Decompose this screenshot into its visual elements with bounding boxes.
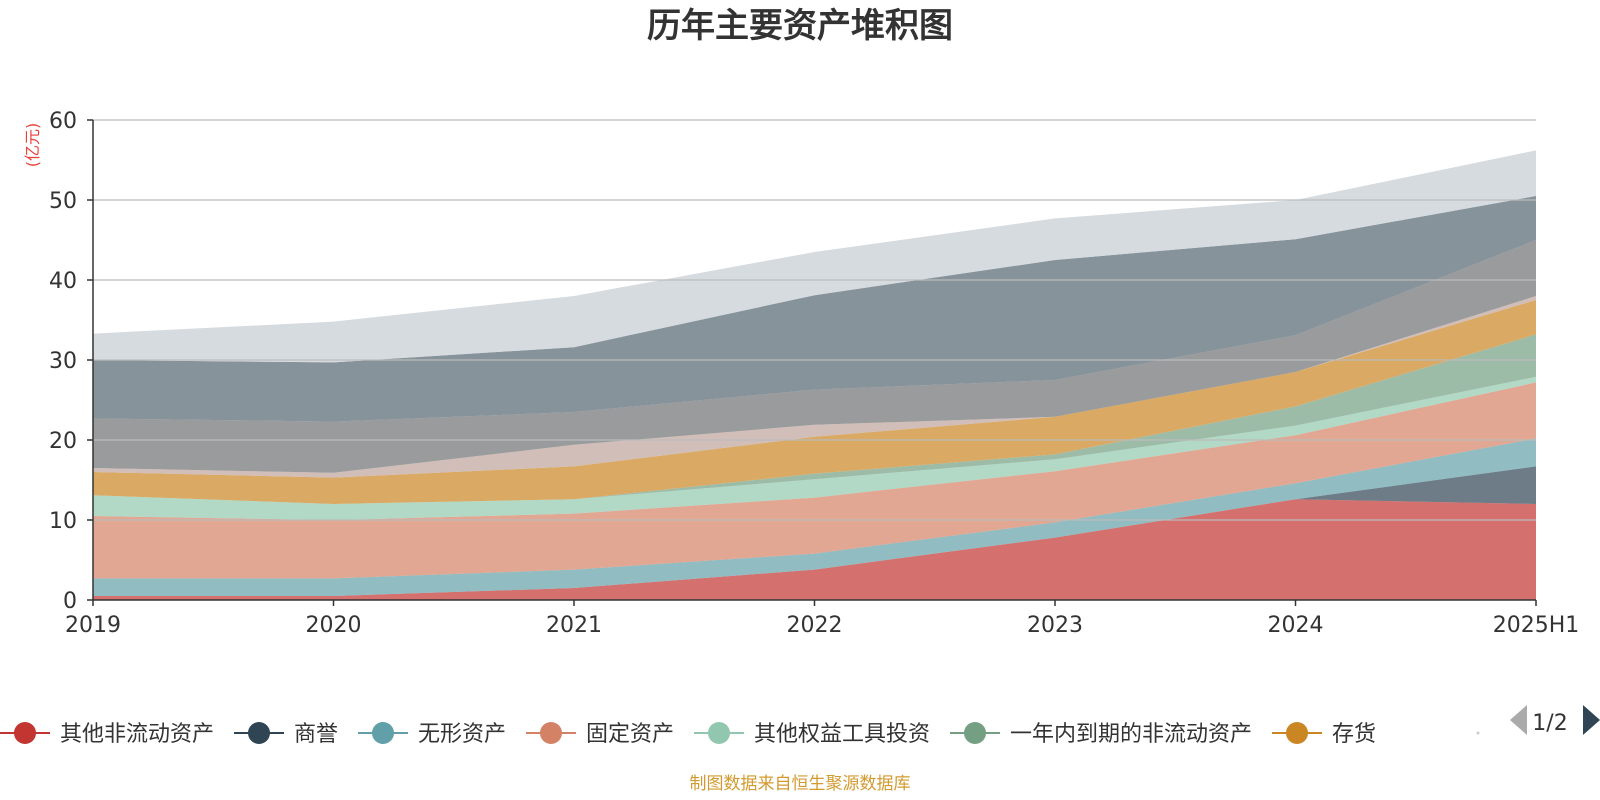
area-series-4 bbox=[93, 376, 1536, 520]
legend-label: 一年内到期的非流动资产 bbox=[1010, 722, 1252, 747]
y-tick-label: 40 bbox=[49, 269, 77, 294]
x-tick-label: 2021 bbox=[546, 613, 602, 638]
legend-item[interactable]: 其他权益工具投资 bbox=[694, 722, 930, 747]
y-tick-label: 0 bbox=[63, 589, 77, 614]
legend[interactable]: 其他非流动资产 商誉 无形资产 固定资产 其他权益工具投资 一年内到期的非流动资产 存货 bbox=[0, 722, 1480, 747]
area-series-5 bbox=[93, 334, 1536, 504]
legend-item[interactable]: 存货 bbox=[1272, 722, 1376, 747]
legend-label: 其他非流动资产 bbox=[60, 722, 214, 747]
next-page-icon[interactable] bbox=[1583, 705, 1600, 735]
legend-label: 商誉 bbox=[294, 722, 338, 747]
area-series-2 bbox=[93, 438, 1536, 596]
y-tick-label: 50 bbox=[49, 189, 77, 214]
legend-pager[interactable]: 1/2 bbox=[1510, 705, 1600, 736]
y-tick-label: 60 bbox=[49, 109, 77, 134]
legend-item[interactable]: 商誉 bbox=[234, 722, 338, 747]
legend-item[interactable]: 无形资产 bbox=[358, 722, 506, 747]
area-series-10 bbox=[93, 150, 1536, 363]
legend-marker-icon bbox=[964, 722, 987, 744]
y-tick-label: 30 bbox=[49, 349, 77, 374]
legend-label: 无形资产 bbox=[418, 722, 506, 747]
x-tick-label: 2019 bbox=[65, 613, 121, 638]
x-tick-label: 2022 bbox=[787, 613, 843, 638]
legend-overflow-dot bbox=[1476, 731, 1480, 735]
area-series-3 bbox=[93, 382, 1536, 579]
legend-marker-icon bbox=[1286, 722, 1309, 744]
legend-label: 固定资产 bbox=[586, 722, 674, 747]
area-series-9 bbox=[93, 196, 1536, 422]
area-series-6 bbox=[93, 300, 1536, 504]
legend-item[interactable]: 其他非流动资产 bbox=[0, 722, 214, 747]
legend-label: 存货 bbox=[1332, 722, 1376, 747]
legend-marker-icon bbox=[14, 722, 36, 744]
data-source-note: 制图数据来自恒生聚源数据库 bbox=[690, 774, 911, 794]
prev-page-icon[interactable] bbox=[1510, 705, 1527, 735]
x-tick-label: 2023 bbox=[1027, 613, 1083, 638]
grid-lines bbox=[93, 119, 1536, 521]
legend-label: 其他权益工具投资 bbox=[754, 722, 930, 747]
legend-item[interactable]: 固定资产 bbox=[526, 722, 674, 747]
area-series-8 bbox=[93, 240, 1536, 473]
legend-marker-icon bbox=[248, 722, 271, 744]
legend-item[interactable]: 一年内到期的非流动资产 bbox=[950, 722, 1252, 747]
legend-marker-icon bbox=[372, 722, 395, 744]
y-axis-unit-label: (亿元) bbox=[23, 123, 42, 168]
y-tick-label: 10 bbox=[49, 509, 77, 534]
legend-marker-icon bbox=[540, 722, 563, 744]
x-tick-label: 2025H1 bbox=[1493, 613, 1580, 638]
area-series-layer bbox=[93, 150, 1536, 600]
x-tick-label: 2020 bbox=[306, 613, 362, 638]
axes: 0 10 20 30 40 50 60 2019 2020 2021 2022 2023 2024 202… bbox=[49, 109, 1579, 638]
legend-marker-icon bbox=[708, 722, 731, 744]
legend-page-indicator: 1/2 bbox=[1532, 711, 1567, 736]
area-series-0 bbox=[93, 499, 1536, 600]
y-tick-label: 20 bbox=[49, 429, 77, 454]
x-tick-label: 2024 bbox=[1268, 613, 1324, 638]
chart-title: 历年主要资产堆积图 bbox=[647, 6, 953, 46]
